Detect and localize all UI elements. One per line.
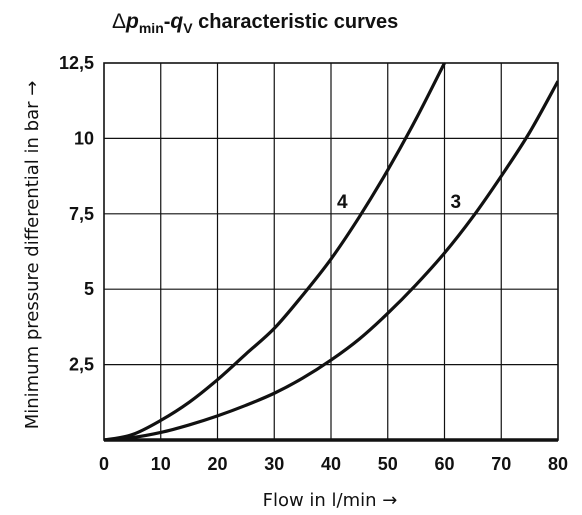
x-tick-label-7: 70 <box>491 454 511 474</box>
chart-title: Δpmin-qV characteristic curves <box>112 10 398 36</box>
title-delta: Δ <box>112 10 126 33</box>
x-tick-label-5: 50 <box>378 454 398 474</box>
curves <box>104 63 558 440</box>
y-tick-label-1: 5 <box>84 279 94 299</box>
title-q: q <box>170 10 183 33</box>
y-tick-label-2: 7,5 <box>69 204 94 224</box>
x-tick-label-1: 10 <box>151 454 171 474</box>
x-tick-label-2: 20 <box>207 454 227 474</box>
x-tick-label-3: 30 <box>264 454 284 474</box>
title-p-sub: min <box>139 20 164 36</box>
x-tick-label-8: 80 <box>548 454 568 474</box>
y-tick-label-0: 2,5 <box>69 355 94 375</box>
y-tick-label-3: 10 <box>74 128 94 148</box>
x-axis-label: Flow in l/min → <box>263 490 398 511</box>
x-tick-label-0: 0 <box>99 454 109 474</box>
tick-labels: 0 10 20 30 40 50 60 70 80 2,5 5 7,5 10 12,5 <box>59 53 568 474</box>
y-axis-label: Minimum pressure differential in bar → <box>22 81 43 430</box>
plot-frame <box>103 62 559 442</box>
series-line-4 <box>104 63 446 440</box>
series-line-3 <box>104 80 558 440</box>
title-q-sub: V <box>183 20 193 36</box>
y-tick-label-4: 12,5 <box>59 53 94 73</box>
title-rest: characteristic curves <box>193 11 399 33</box>
title-dash: - <box>164 11 171 33</box>
curve-label-4: 4 <box>337 192 348 213</box>
grid <box>104 63 558 440</box>
x-tick-label-4: 40 <box>321 454 341 474</box>
title-p: p <box>125 10 139 33</box>
curve-label-3: 3 <box>451 192 462 213</box>
x-tick-label-6: 60 <box>434 454 454 474</box>
